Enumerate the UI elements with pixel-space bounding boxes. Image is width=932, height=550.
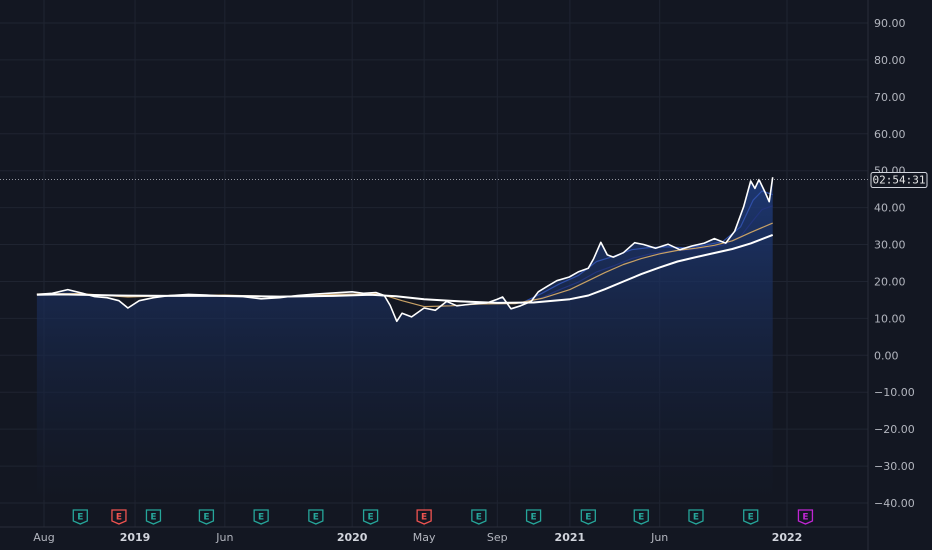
earnings-marker[interactable]: E (198, 509, 215, 525)
earnings-marker[interactable]: E (145, 509, 162, 525)
y-tick-label: 60.00 (874, 128, 906, 141)
x-tick-label: 2022 (772, 531, 803, 544)
earnings-marker-label: E (77, 513, 83, 523)
y-tick-label: −30.00 (874, 460, 915, 473)
x-tick-label: May (413, 531, 436, 544)
earnings-marker-shape (362, 509, 379, 525)
series-price (36, 177, 774, 323)
x-tick-label: 2021 (555, 531, 586, 544)
earnings-marker-shape (308, 509, 324, 525)
series-lines (36, 177, 774, 323)
earnings-marker-shape (633, 509, 649, 525)
earnings-marker-label: E (150, 513, 156, 523)
earnings-marker-label: E (585, 513, 591, 523)
earnings-marker-label: E (476, 513, 482, 523)
earnings-marker[interactable]: E (688, 509, 704, 525)
y-tick-label: 70.00 (874, 91, 906, 104)
earnings-marker-label: E (203, 513, 209, 523)
earnings-marker-shape (688, 509, 704, 525)
earnings-marker-label: E (368, 513, 374, 523)
earnings-marker-label: E (421, 513, 427, 523)
y-tick-label: 80.00 (874, 54, 906, 67)
area-fill (36, 177, 773, 501)
earnings-marker-label: E (531, 513, 537, 523)
earnings-marker-label: E (638, 513, 644, 523)
area-fill-path (36, 177, 773, 501)
y-tick-label: 20.00 (874, 275, 906, 288)
earnings-marker-shape (580, 509, 596, 525)
earnings-marker-shape (525, 509, 542, 525)
earnings-marker[interactable]: E (633, 509, 649, 525)
earnings-marker[interactable]: E (797, 509, 814, 525)
x-axis[interactable]: Aug 2019 Jun 2020 May Sep 2021 Jun 2022 (33, 531, 802, 544)
y-tick-label: 90.00 (874, 17, 906, 30)
y-axis[interactable]: 90.0080.0070.0060.0050.0040.0030.0020.00… (874, 17, 915, 510)
earnings-marker[interactable]: E (743, 509, 759, 525)
earnings-marker[interactable]: E (362, 509, 379, 525)
earnings-marker-shape (111, 509, 127, 525)
earnings-marker[interactable]: E (253, 509, 269, 525)
earnings-marker[interactable]: E (111, 509, 127, 525)
y-tick-label: 0.00 (874, 349, 899, 362)
earnings-marker-label: E (693, 513, 699, 523)
earnings-marker-shape (416, 509, 432, 525)
countdown-tag: 02:54:31 (870, 172, 928, 189)
earnings-marker[interactable]: E (471, 509, 487, 525)
earnings-marker-label: E (802, 513, 808, 523)
earnings-marker-shape (198, 509, 215, 525)
x-tick-label: 2020 (337, 531, 368, 544)
countdown-tag-box (870, 172, 928, 189)
y-tick-label: −40.00 (874, 497, 915, 510)
earnings-marker-shape (743, 509, 759, 525)
earnings-marker-label: E (258, 513, 264, 523)
earnings-marker-shape (253, 509, 269, 525)
x-tick-label: Sep (487, 531, 508, 544)
y-tick-label: 30.00 (874, 239, 906, 252)
earnings-marker[interactable]: E (525, 509, 542, 525)
earnings-marker-label: E (116, 513, 122, 523)
x-tick-label: 2019 (120, 531, 151, 544)
earnings-marker-shape (72, 509, 88, 525)
y-tick-label: 10.00 (874, 312, 906, 325)
countdown-label: 02:54:31 (873, 174, 926, 187)
price-tag: 02:54:31 (870, 172, 928, 189)
x-tick-label: Aug (33, 531, 54, 544)
x-tick-label: Jun (215, 531, 233, 544)
earnings-marker-shape (471, 509, 487, 525)
earnings-marker-shape (797, 509, 814, 525)
earnings-marker[interactable]: E (580, 509, 596, 525)
earnings-marker[interactable]: E (416, 509, 432, 525)
y-tick-label: −20.00 (874, 423, 915, 436)
series-ribbon-slow (520, 205, 773, 305)
earnings-marker[interactable]: E (308, 509, 324, 525)
earnings-marker-label: E (748, 513, 754, 523)
x-tick-label: Jun (650, 531, 668, 544)
earnings-marker-shape (145, 509, 162, 525)
earnings-marker[interactable]: E (72, 509, 88, 525)
y-tick-label: −10.00 (874, 386, 915, 399)
earnings-marker-label: E (313, 513, 319, 523)
y-tick-label: 40.00 (874, 202, 906, 215)
